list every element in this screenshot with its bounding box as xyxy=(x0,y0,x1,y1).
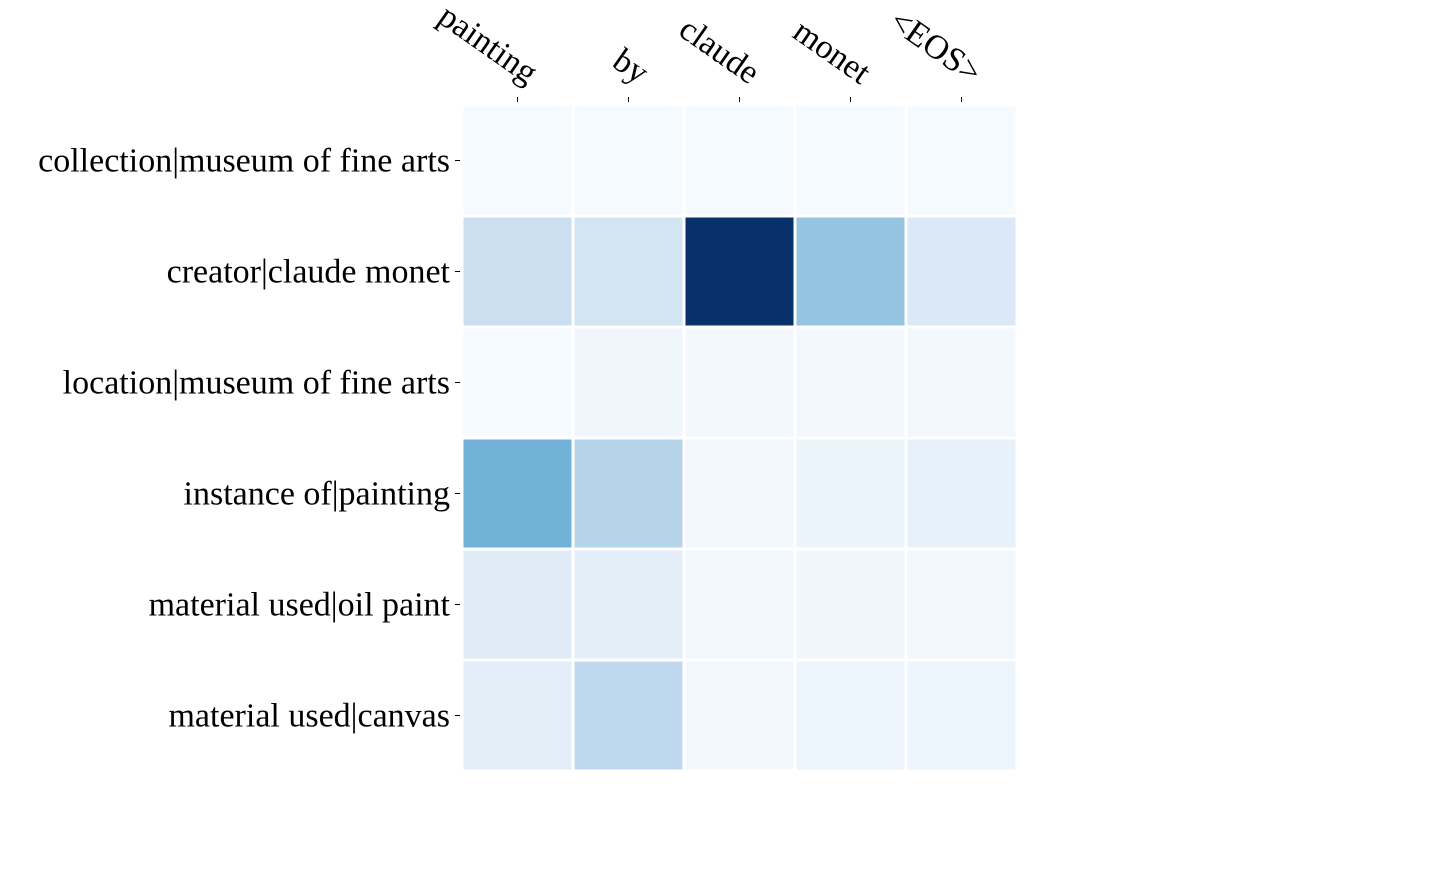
y-tick-label: collection|museum of fine arts xyxy=(38,143,450,180)
heatmap-cell-r3-c0 xyxy=(460,436,575,551)
heatmap-cell-r1-c2 xyxy=(682,214,797,329)
heatmap-cell-r2-c4 xyxy=(904,325,1019,440)
heatmap-cell-r4-c4 xyxy=(904,547,1019,662)
y-tick-label: creator|claude monet xyxy=(167,254,451,291)
heatmap-cell-r3-c4 xyxy=(904,436,1019,551)
heatmap-cell-r5-c2 xyxy=(682,658,797,773)
x-axis: painting by claude monet <EOS> xyxy=(432,0,988,102)
x-tick-label: by xyxy=(606,42,655,92)
y-tick-label: instance of|painting xyxy=(184,476,450,513)
heatmap-cell-r4-c3 xyxy=(793,547,908,662)
heatmap-cell-r1-c0 xyxy=(460,214,575,329)
heatmap-cell-r5-c0 xyxy=(460,658,575,773)
heatmap-cell-r4-c1 xyxy=(571,547,686,662)
heatmap-cell-r1-c3 xyxy=(793,214,908,329)
heatmap-cell-r4-c0 xyxy=(460,547,575,662)
heatmap-cell-r2-c0 xyxy=(460,325,575,440)
heatmap-cell-r3-c3 xyxy=(793,436,908,551)
heatmap-cell-r0-c4 xyxy=(904,103,1019,218)
y-tick-label: location|museum of fine arts xyxy=(63,365,450,402)
heatmap-cell-r2-c3 xyxy=(793,325,908,440)
heatmap-cell-r0-c1 xyxy=(571,103,686,218)
heatmap-cell-r5-c4 xyxy=(904,658,1019,773)
heatmap-cell-r2-c2 xyxy=(682,325,797,440)
heatmap-cell-r4-c2 xyxy=(682,547,797,662)
heatmap-cell-r0-c0 xyxy=(460,103,575,218)
heatmap-cell-r0-c2 xyxy=(682,103,797,218)
x-tick-label: monet xyxy=(786,12,877,91)
heatmap-cell-r1-c1 xyxy=(571,214,686,329)
heatmap-cell-r5-c1 xyxy=(571,658,686,773)
heatmap-cell-r5-c3 xyxy=(793,658,908,773)
heatmap-cell-r3-c1 xyxy=(571,436,686,551)
x-tick-label: <EOS> xyxy=(883,2,988,91)
y-axis: collection|museum of fine arts creator|cl… xyxy=(38,143,460,735)
x-tick-label: painting xyxy=(432,0,545,92)
heatmap-cell-r3-c2 xyxy=(682,436,797,551)
heatmap-cell-r0-c3 xyxy=(793,103,908,218)
heatmap-cells xyxy=(460,103,1019,773)
x-tick-label: claude xyxy=(672,10,766,91)
y-tick-label: material used|canvas xyxy=(168,698,450,735)
heatmap-cell-r1-c4 xyxy=(904,214,1019,329)
heatmap-cell-r2-c1 xyxy=(571,325,686,440)
y-tick-label: material used|oil paint xyxy=(149,587,451,624)
